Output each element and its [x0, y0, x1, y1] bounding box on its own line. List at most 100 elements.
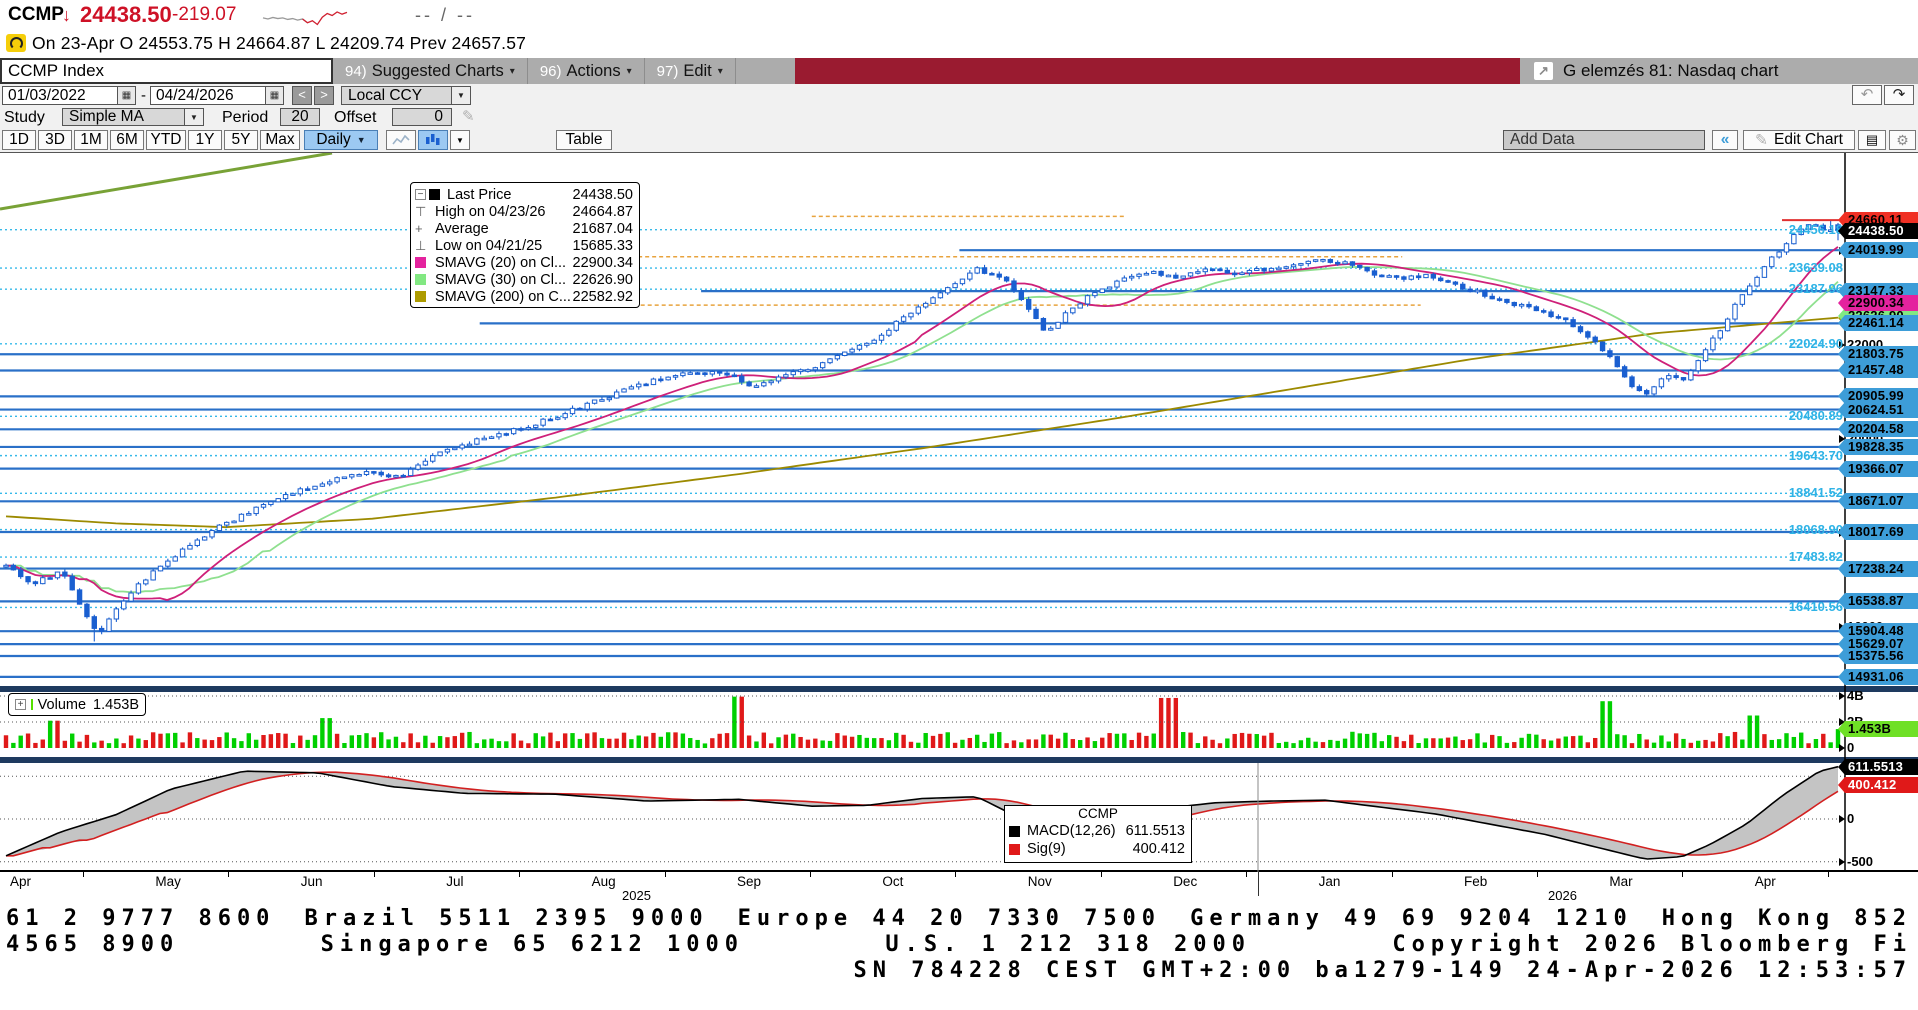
macd-tooltip-box: CCMP MACD(12,26) 611.5513 Sig(9) 400.412	[1004, 805, 1192, 863]
footer-contact-segment: Brazil 5511 2395 9000	[304, 906, 709, 931]
legend-row[interactable]: + Average 21687.04	[411, 220, 639, 237]
chart-canvas[interactable]	[0, 153, 1918, 873]
price-axis-badge: 24438.50	[1838, 222, 1918, 239]
range-forward-button[interactable]: >	[314, 86, 334, 105]
month-label: Feb	[1464, 874, 1488, 889]
badge-value: 611.5513	[1845, 758, 1918, 775]
month-label: Dec	[1173, 874, 1198, 889]
collapse-icon[interactable]: −	[415, 189, 426, 200]
badge-value: 19366.07	[1845, 460, 1918, 477]
badge-arrow	[1838, 776, 1845, 793]
range-button-1d[interactable]: 1D	[2, 130, 36, 150]
period-input[interactable]: 20	[280, 108, 320, 126]
menu-edit[interactable]: 97) Edit ▾	[645, 58, 736, 84]
range-button-1y[interactable]: 1Y	[188, 130, 222, 150]
level-label: 22024.90	[1788, 335, 1843, 351]
legend-row[interactable]: SMAVG (200) on C... 22582.92	[411, 288, 639, 305]
menu-number: 94)	[345, 62, 367, 80]
badge-value: 20905.99	[1845, 388, 1918, 405]
price-axis-badge: 20624.51	[1838, 401, 1918, 418]
legend-label: SMAVG (30) on Cl...	[435, 271, 567, 288]
legend-row[interactable]: ⊤ High on 04/23/26 24664.87	[411, 203, 639, 220]
menu-actions[interactable]: 96) Actions ▾	[528, 58, 645, 84]
macd-axis-badge: 400.412	[1838, 776, 1918, 793]
series-swatch	[1009, 843, 1020, 855]
month-tick	[1827, 872, 1829, 877]
menu-label: Actions	[566, 61, 621, 80]
volume-axis-tick: 0	[1838, 740, 1855, 755]
chart-type-dropdown-button[interactable]: ▼	[450, 130, 470, 150]
price-axis-badge: 15904.48	[1838, 623, 1918, 640]
price-legend-box[interactable]: − Last Price 24438.50 ⊤ High on 04/23/26 2466…	[410, 182, 640, 308]
undo-button[interactable]: ↶	[1852, 85, 1882, 105]
date-from-field[interactable]: 01/03/2022 ▦	[2, 86, 136, 105]
chevron-down-icon[interactable]: ▼	[184, 109, 203, 125]
badge-value: 24019.99	[1845, 242, 1918, 259]
price-axis-badge: 15375.56	[1838, 648, 1918, 664]
range-button-5y[interactable]: 5Y	[224, 130, 258, 150]
chevron-down-icon[interactable]: ▼	[451, 87, 470, 104]
edit-chart-button[interactable]: ✎ Edit Chart	[1743, 130, 1855, 150]
legend-row[interactable]: SMAVG (20) on Cl... 22900.34	[411, 254, 639, 271]
range-button-ytd[interactable]: YTD	[146, 130, 186, 150]
month-label: Oct	[882, 874, 904, 889]
study-value: Simple MA	[69, 108, 144, 125]
macd-axis-tick: -500	[1838, 853, 1874, 869]
candle-chart-type-button[interactable]	[418, 130, 448, 150]
macd-value: 611.5513	[1125, 823, 1185, 839]
table-button[interactable]: Table	[556, 130, 612, 150]
terminal-footer: 61 2 9777 8600 Brazil 5511 2395 9000 Europ…	[0, 902, 1918, 1010]
legend-label: Low on 04/21/25	[435, 237, 543, 254]
calendar-icon[interactable]: ▦	[265, 87, 283, 104]
chevron-down-icon: ▼	[356, 135, 366, 145]
range-button-6m[interactable]: 6M	[110, 130, 144, 150]
month-tick	[228, 872, 230, 877]
range-back-button[interactable]: <	[292, 86, 312, 105]
footer-contact-segment: Copyright 2026 Bloomberg Fi	[1392, 932, 1912, 957]
price-axis-badge: 24019.99	[1838, 242, 1918, 259]
gear-icon-button[interactable]: ⚙	[1889, 130, 1916, 150]
badge-value: 15904.48	[1845, 623, 1918, 640]
date-to-field[interactable]: 04/24/2026 ▦	[150, 86, 284, 105]
redo-button[interactable]: ↷	[1884, 85, 1914, 105]
currency-select[interactable]: Local CCY ▼	[341, 86, 471, 105]
ticker-symbol: CCMP	[8, 4, 64, 25]
legend-row[interactable]: − Last Price 24438.50	[411, 186, 639, 203]
footer-contact-segment: U.S. 1 212 318 2000	[885, 932, 1252, 957]
price-axis-badge: 22461.14	[1838, 315, 1918, 332]
menu-label: Suggested Charts	[371, 61, 504, 80]
level-label: 17483.82	[1788, 549, 1843, 565]
annotations-icon-button[interactable]: ▤	[1858, 130, 1886, 150]
legend-row[interactable]: SMAVG (30) on Cl... 22626.90	[411, 271, 639, 288]
frequency-select[interactable]: Daily ▼	[304, 130, 378, 150]
offset-input[interactable]: 0	[392, 108, 452, 126]
range-button-1m[interactable]: 1M	[74, 130, 108, 150]
volume-legend-box[interactable]: + Volume 1.453B	[8, 693, 146, 716]
month-tick	[1391, 872, 1393, 877]
study-select[interactable]: Simple MA ▼	[62, 108, 204, 126]
legend-row[interactable]: ⊥ Low on 04/21/25 15685.33	[411, 237, 639, 254]
badge-arrow	[1838, 438, 1845, 455]
security-input[interactable]: CCMP Index	[0, 58, 333, 84]
footer-line1: 61 2 9777 8600 Brazil 5511 2395 9000 Europ…	[0, 906, 1918, 931]
badge-arrow	[1838, 623, 1845, 640]
calendar-icon[interactable]: ▦	[117, 87, 135, 104]
range-button-3d[interactable]: 3D	[38, 130, 72, 150]
currency-value: Local CCY	[348, 86, 423, 104]
month-tick	[810, 872, 811, 877]
export-icon[interactable]: ↗	[1534, 62, 1553, 80]
month-tick	[1246, 872, 1248, 877]
date-from-value[interactable]: 01/03/2022	[8, 86, 86, 104]
add-data-input[interactable]: Add Data	[1503, 130, 1705, 150]
collapse-panel-button[interactable]: «	[1712, 130, 1738, 150]
legend-value: 24664.87	[572, 203, 633, 220]
range-button-max[interactable]: Max	[260, 130, 300, 150]
chart-area[interactable]: − Last Price 24438.50 ⊤ High on 04/23/26 2466…	[0, 152, 1918, 873]
price-axis-badge: 18671.07	[1838, 493, 1918, 510]
line-chart-type-button[interactable]	[386, 130, 416, 150]
menu-suggested-charts[interactable]: 94) Suggested Charts ▾	[333, 58, 528, 84]
date-to-value[interactable]: 04/24/2026	[156, 86, 234, 104]
quote-header: CCMP ↓ 24438.50 -219.07 -- / -- On 23-Ap…	[0, 0, 1918, 58]
badge-arrow	[1838, 648, 1845, 664]
expand-icon[interactable]: +	[15, 699, 26, 710]
